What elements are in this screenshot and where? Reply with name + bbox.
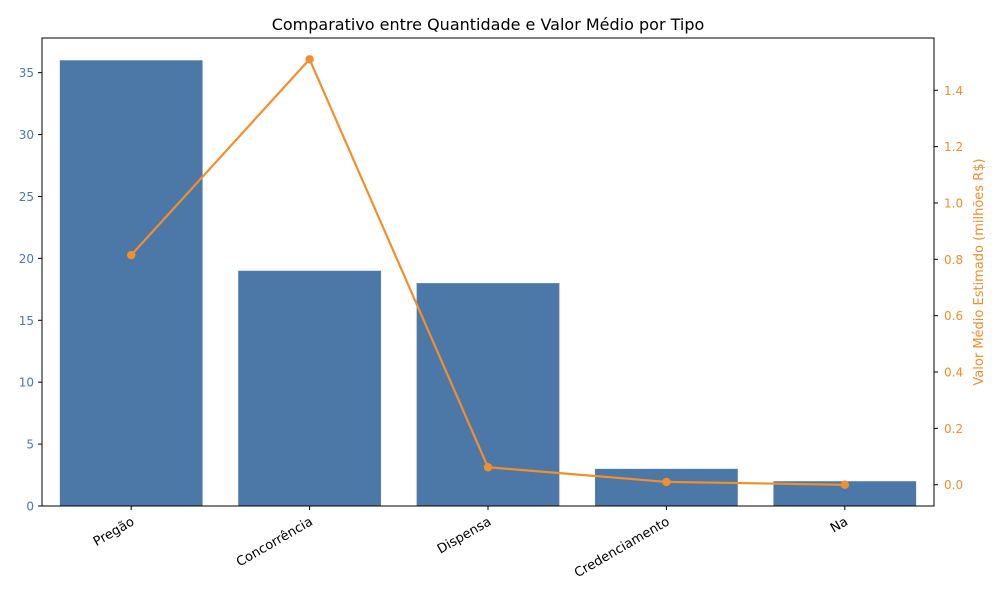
bar bbox=[59, 60, 203, 507]
chart-title: Comparativo entre Quantidade e Valor Méd… bbox=[272, 15, 705, 34]
y-right-tick-label: 0.2 bbox=[944, 422, 963, 436]
line-point bbox=[662, 477, 671, 487]
line-point bbox=[840, 480, 849, 489]
y-left-tick-label: 0 bbox=[26, 500, 34, 514]
bar bbox=[238, 270, 381, 506]
y-right-tick-label: 1.2 bbox=[944, 140, 963, 154]
y-left-tick-label: 10 bbox=[19, 376, 34, 390]
bar bbox=[595, 468, 738, 506]
y-right-axis: 0.0 0.2 0.4 0.6 0.8 1.0 1.2 1.4 bbox=[934, 84, 963, 492]
y-right-axis-label: Valor Médio Estimado (milhões R$) bbox=[972, 158, 987, 385]
bar bbox=[416, 283, 560, 506]
line-point bbox=[127, 250, 136, 260]
y-left-tick-label: 35 bbox=[19, 66, 34, 80]
line-layer bbox=[127, 55, 849, 489]
y-right-tick-label: 0.4 bbox=[944, 366, 963, 380]
y-left-tick-label: 5 bbox=[26, 438, 34, 452]
line-point bbox=[483, 463, 493, 472]
y-right-tick-label: 0.6 bbox=[944, 309, 963, 323]
y-right-tick-label: 1.0 bbox=[944, 196, 963, 210]
y-right-tick-label: 0.8 bbox=[944, 253, 963, 267]
y-left-tick-label: 15 bbox=[19, 314, 34, 328]
y-right-tick-label: 1.4 bbox=[944, 84, 963, 98]
y-right-tick-label: 0.0 bbox=[944, 478, 963, 492]
bars-layer bbox=[59, 60, 917, 507]
y-left-tick-label: 30 bbox=[19, 128, 34, 142]
y-left-tick-label: 25 bbox=[19, 190, 34, 204]
y-left-tick-label: 20 bbox=[19, 252, 34, 266]
line-point bbox=[305, 55, 314, 64]
y-left-axis: 0 5 10 15 20 25 30 35 bbox=[19, 66, 42, 514]
